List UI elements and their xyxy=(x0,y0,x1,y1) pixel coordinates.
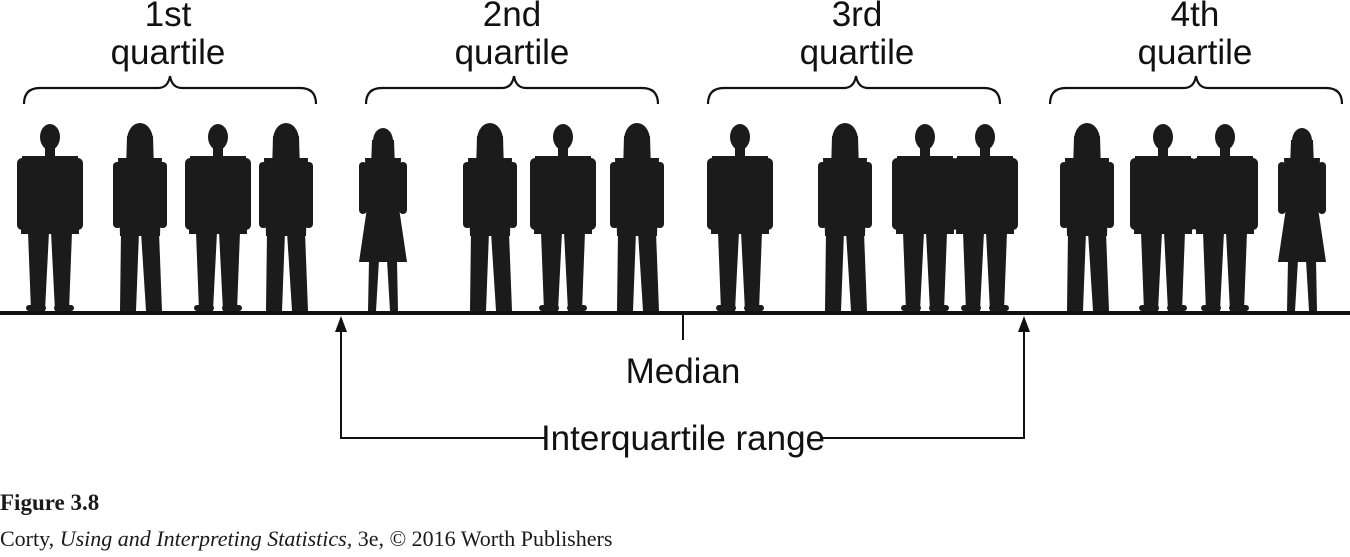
credit-rest: 3e, © 2016 Worth Publishers xyxy=(357,526,613,551)
credit-author: Corty, xyxy=(0,526,55,551)
iqr-label: Interquartile range xyxy=(541,419,825,458)
person-silhouette-woman-pants xyxy=(113,123,167,311)
person-silhouette-man xyxy=(185,124,251,311)
quartile-2-word: quartile xyxy=(455,33,570,72)
person-silhouette-woman-dress xyxy=(1278,128,1326,311)
quartile-1-word: quartile xyxy=(111,33,226,72)
person-silhouette-woman-pants xyxy=(463,123,517,311)
iqr-left-arrow-icon xyxy=(335,316,347,332)
person-silhouette-woman-dress xyxy=(359,128,407,311)
quartile-3-number: 3rd xyxy=(832,0,883,34)
quartile-2-number: 2nd xyxy=(483,0,541,34)
iqr-right-arrow-icon xyxy=(1018,316,1030,332)
quartile-3-brace xyxy=(706,75,1002,105)
person-silhouette-woman-pants xyxy=(259,123,313,311)
quartile-2-brace xyxy=(364,75,660,105)
quartile-label-4: 4th quartile xyxy=(1138,0,1253,72)
quartile-4-word: quartile xyxy=(1138,33,1253,72)
person-silhouette-woman-pants xyxy=(818,123,872,311)
iqr-bracket xyxy=(340,328,1025,439)
person-silhouette-man xyxy=(530,124,596,311)
person-silhouette-man xyxy=(1130,124,1196,311)
person-silhouette-man xyxy=(1192,124,1258,311)
quartile-4-brace xyxy=(1048,75,1344,105)
quartile-label-3: 3rd quartile xyxy=(800,0,915,72)
ground-line xyxy=(0,311,1350,315)
figure-credit: Corty, Using and Interpreting Statistics… xyxy=(0,526,612,552)
credit-book-title: Using and Interpreting Statistics, xyxy=(59,526,353,551)
quartile-label-2: 2nd quartile xyxy=(455,0,570,72)
quartile-1-brace xyxy=(22,75,318,105)
median-label: Median xyxy=(626,352,741,391)
quartile-3-word: quartile xyxy=(800,33,915,72)
person-silhouette-man xyxy=(892,124,958,311)
person-silhouette-woman-pants xyxy=(1060,123,1114,311)
figure-label: Figure 3.8 xyxy=(0,490,100,515)
person-silhouette-man xyxy=(707,124,773,311)
person-silhouette-man xyxy=(952,124,1018,311)
person-silhouette-woman-pants xyxy=(610,123,664,311)
quartile-1-number: 1st xyxy=(145,0,192,34)
quartile-label-1: 1st quartile xyxy=(111,0,226,72)
quartile-4-number: 4th xyxy=(1171,0,1220,34)
people-silhouettes xyxy=(17,123,1326,311)
person-silhouette-man xyxy=(17,124,83,311)
